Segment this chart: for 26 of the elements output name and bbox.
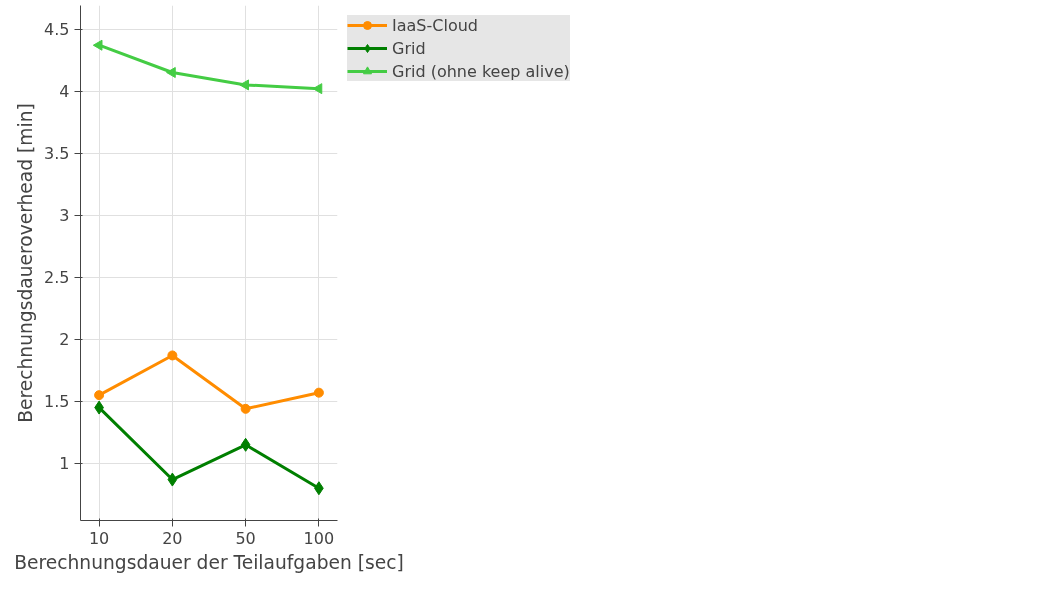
x-tick-label: 20 xyxy=(162,528,183,548)
point xyxy=(94,390,105,401)
point xyxy=(239,79,250,91)
x-tick-label: 50 xyxy=(235,528,256,548)
point xyxy=(166,67,176,79)
x-tick-label: 10 xyxy=(88,528,110,548)
y-tick-label: 4.5 xyxy=(44,20,70,40)
legend-label: Grid xyxy=(392,38,426,58)
y-tick-label: 2.5 xyxy=(44,268,70,288)
y-tick-label: 2 xyxy=(59,330,70,350)
y-tick-label: 3 xyxy=(59,206,70,226)
y-tick-label: 3.5 xyxy=(44,144,70,164)
point xyxy=(167,472,178,487)
y-tick-label: 1.5 xyxy=(44,392,70,412)
point xyxy=(92,39,103,51)
point xyxy=(240,437,251,452)
legend-label: IaaS-Cloud xyxy=(392,15,478,35)
point xyxy=(313,387,324,398)
point xyxy=(240,403,251,414)
legend-label: Grid (ohne keep alive) xyxy=(392,61,570,81)
y-axis-title: Berechnungsdaueroverhead [min] xyxy=(15,103,37,423)
y-tick-label: 1 xyxy=(59,454,70,474)
point xyxy=(167,350,178,361)
x-axis-title: Berechnungsdauer der Teilaufgaben [sec] xyxy=(14,551,404,573)
y-tick-label: 4 xyxy=(59,82,70,102)
x-tick-label: 100 xyxy=(303,528,335,548)
